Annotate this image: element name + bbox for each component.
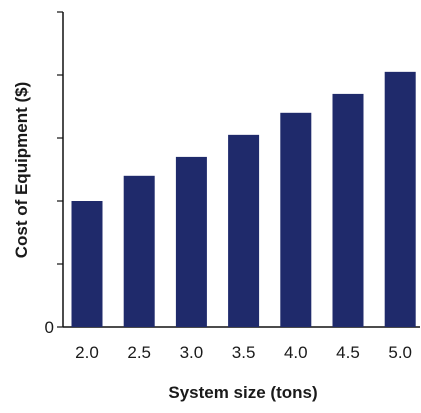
x-axis-label: System size (tons) <box>168 383 317 402</box>
x-tick-label: 2.0 <box>75 343 99 362</box>
bars <box>71 71 416 328</box>
x-tick-label: 4.5 <box>336 343 360 362</box>
bar-4.5 <box>332 93 364 328</box>
x-tick-label: 2.5 <box>127 343 151 362</box>
bar-4.0 <box>280 112 312 327</box>
x-tick-label: 4.0 <box>284 343 308 362</box>
y-axis-label: Cost of Equipment ($) <box>12 82 31 259</box>
bar-3.0 <box>175 156 207 327</box>
bar-2.0 <box>71 201 103 327</box>
x-tick-label: 3.5 <box>232 343 256 362</box>
y-tick-label: 0 <box>45 318 54 337</box>
bar-5.0 <box>384 71 416 327</box>
y-axis-ticks: 0 <box>45 11 63 337</box>
x-tick-label: 3.0 <box>180 343 204 362</box>
x-axis-tick-labels: 2.0 2.5 3.0 3.5 4.0 4.5 5.0 <box>75 343 412 362</box>
bar-3.5 <box>228 134 260 327</box>
bar-2.5 <box>123 175 155 327</box>
x-tick-label: 5.0 <box>388 343 412 362</box>
